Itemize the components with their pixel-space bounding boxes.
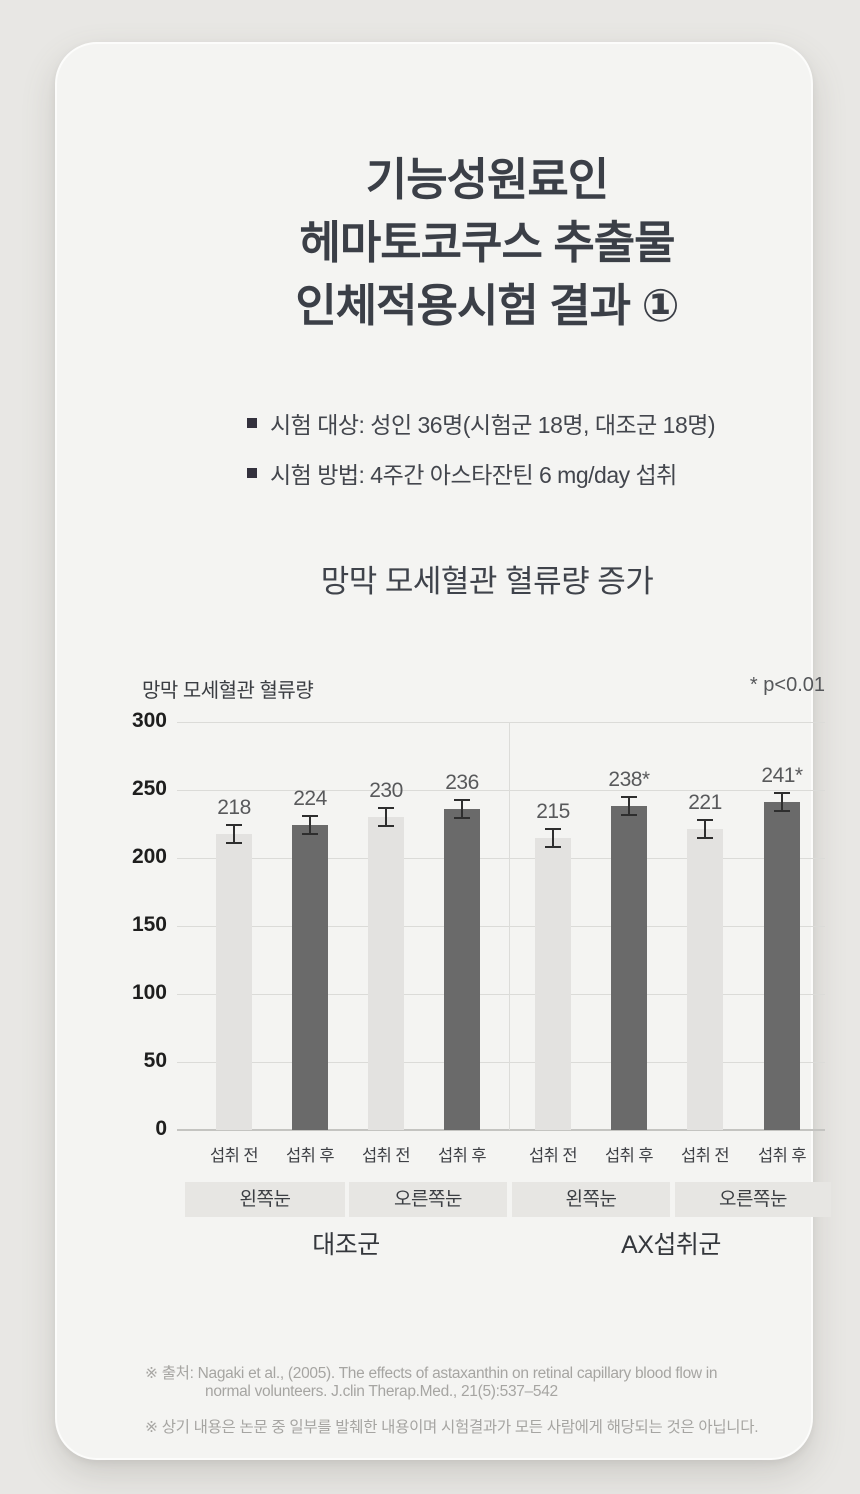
source-citation-line-2: normal volunteers. J.clin Therap.Med., 2… [205,1383,558,1400]
treatment-group-label-0: 대조군 [312,1231,380,1259]
error-bar-cap-b [454,817,470,820]
x-axis-tick-label: 섭취 후 [285,1147,335,1165]
x-axis-tick-label: 섭취 전 [361,1147,411,1165]
error-bar-cap-b [378,825,394,828]
page-title-line-3: 인체적용시험 결과 ① [295,280,679,331]
error-bar-cap-b [226,841,242,844]
disclaimer-text: ※ 상기 내용은 논문 중 일부를 발췌한 내용이며 시험결과가 모든 사람에게… [145,1419,759,1436]
x-axis-tick-label: 섭취 전 [209,1147,259,1165]
error-bar-cap-b [697,837,713,840]
bar-value-label: 215 [536,799,570,823]
error-bar-stem [385,807,387,828]
bar-value-label: 218 [217,795,251,819]
x-axis-tick-label: 섭취 후 [757,1147,807,1165]
error-bar-stem [309,815,311,836]
gridline-150 [177,926,825,927]
bar-섭취 후-236 [444,809,480,1130]
page-title-line-1: 기능성원료인 [365,154,609,205]
study-method-item: 시험 방법: 4주간 아스타잔틴 6 mg/day 섭취 [247,456,715,490]
x-axis-tick-label: 섭취 후 [604,1147,654,1165]
source-citation-line-1: ※ 출처: Nagaki et al., (2005). The effects… [145,1365,718,1382]
gridline-0 [177,1129,825,1131]
eye-group-box-3: 오른쪽눈 [675,1182,831,1217]
y-axis-tick-label: 100 [131,981,167,1004]
gridline-100 [177,994,825,995]
bar-value-label: 221 [688,791,722,815]
significance-note: * p<0.01 [749,674,825,696]
error-bar-stem [233,823,235,844]
bar-섭취 후-241* [764,802,800,1130]
gridline-250 [177,790,825,791]
y-axis-tick-label: 250 [131,777,167,800]
error-bar [621,796,637,817]
x-axis-tick-label: 섭취 전 [680,1147,730,1165]
page-title-line-2: 헤마토코쿠스 추출물 [299,217,675,268]
bar-value-label: 241* [761,764,803,788]
y-axis-tick-label: 300 [131,709,167,732]
y-axis-title: 망막 모세혈관 혈류량 [142,680,314,702]
error-bar [697,819,713,840]
y-axis-tick-label: 150 [131,913,167,936]
bar-섭취 후-238* [611,806,647,1130]
error-bar-cap-b [545,845,561,848]
bar-value-label: 236 [445,771,479,795]
eye-group-box-2: 왼쪽눈 [512,1182,670,1217]
y-axis-tick-label: 50 [143,1049,167,1072]
error-bar-stem [628,796,630,817]
gridline-300 [177,722,825,723]
error-bar-stem [552,827,554,848]
eye-group-box-0: 왼쪽눈 [185,1182,345,1217]
square-bullet-icon [247,468,257,478]
gridline-200 [177,858,825,859]
error-bar-stem [704,819,706,840]
y-axis-tick-label: 0 [155,1117,167,1140]
error-bar-cap-b [621,814,637,817]
x-axis-tick-label: 섭취 후 [437,1147,487,1165]
square-bullet-icon [247,418,257,428]
error-bar-stem [781,792,783,813]
error-bar [454,799,470,820]
bar-value-label: 230 [369,779,403,803]
bar-섭취 전-215 [535,837,571,1130]
page-title: 기능성원료인 헤마토코쿠스 추출물 인체적용시험 결과 ① [57,148,860,337]
y-axis-tick-label: 200 [131,845,167,868]
gridline-50 [177,1062,825,1063]
x-axis-tick-label: 섭취 전 [528,1147,578,1165]
error-bar-cap-b [774,810,790,813]
bar-value-label: 238* [608,768,650,792]
study-method-text: 시험 방법: 4주간 아스타잔틴 6 mg/day 섭취 [270,462,677,488]
bar-섭취 후-224 [292,825,328,1130]
treatment-group-label-1: AX섭취군 [621,1231,721,1259]
error-bar [378,807,394,828]
study-info-list: 시험 대상: 성인 36명(시험군 18명, 대조군 18명) 시험 방법: 4… [247,406,716,506]
error-bar [302,815,318,836]
bar-value-label: 224 [293,787,327,811]
error-bar-stem [461,799,463,820]
study-subjects-text: 시험 대상: 성인 36명(시험군 18명, 대조군 18명) [270,412,716,438]
bar-섭취 전-218 [216,833,252,1130]
bar-섭취 전-230 [368,817,404,1130]
bar-섭취 전-221 [687,829,723,1130]
chart-section-title: 망막 모세혈관 혈류량 증가 [320,564,654,599]
study-subjects-item: 시험 대상: 성인 36명(시험군 18명, 대조군 18명) [247,406,716,440]
group-divider-line [509,722,510,1130]
error-bar-cap-b [302,833,318,836]
eye-group-box-1: 오른쪽눈 [349,1182,507,1217]
error-bar [545,827,561,848]
content-card: 기능성원료인 헤마토코쿠스 추출물 인체적용시험 결과 ① 시험 대상: 성인 … [55,42,831,1460]
error-bar [226,823,242,844]
error-bar [774,792,790,813]
